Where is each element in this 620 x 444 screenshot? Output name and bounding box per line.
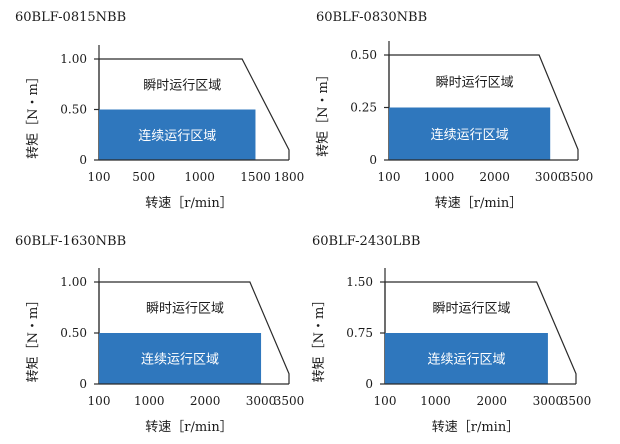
x-tick-label: 100 bbox=[374, 394, 397, 408]
continuous-region-label: 连续运行区域 bbox=[431, 127, 509, 143]
y-axis-label: 转矩［N・m］ bbox=[26, 294, 41, 383]
x-tick-label: 3000 bbox=[535, 170, 566, 184]
x-axis-label: 转速［r/min］ bbox=[432, 420, 519, 435]
y-tick-label: 0.50 bbox=[60, 103, 87, 117]
instantaneous-region-label: 瞬时运行区域 bbox=[146, 302, 224, 317]
chart-title: 60BLF-0815NBB bbox=[15, 10, 126, 25]
continuous-region-fill bbox=[99, 109, 256, 160]
y-axis-label: 转矩［N・m］ bbox=[312, 294, 327, 383]
x-tick-label: 3000 bbox=[533, 394, 564, 408]
continuous-region-fill bbox=[389, 107, 551, 160]
x-tick-label: 1000 bbox=[184, 170, 215, 184]
x-axis-label: 转速［r/min］ bbox=[145, 196, 232, 211]
y-tick-label: 0 bbox=[79, 153, 87, 167]
x-tick-label: 100 bbox=[88, 170, 111, 184]
x-tick-label: 1000 bbox=[420, 394, 451, 408]
x-tick-label: 1000 bbox=[424, 170, 455, 184]
continuous-region-label: 连续运行区域 bbox=[138, 128, 216, 144]
x-tick-label: 1500 bbox=[240, 170, 271, 184]
continuous-region-label: 连续运行区域 bbox=[141, 352, 219, 368]
x-tick-label: 100 bbox=[378, 170, 401, 184]
x-tick-label: 3500 bbox=[274, 394, 305, 408]
x-tick-label: 2000 bbox=[190, 394, 221, 408]
y-tick-label: 0 bbox=[365, 377, 373, 391]
y-tick-label: 1.00 bbox=[60, 275, 87, 289]
y-tick-label: 1.00 bbox=[60, 52, 87, 66]
y-tick-label: 0.75 bbox=[346, 326, 373, 340]
x-tick-label: 1800 bbox=[274, 170, 305, 184]
y-tick-label: 0.25 bbox=[350, 101, 377, 115]
x-tick-label: 3000 bbox=[246, 394, 277, 408]
instantaneous-region-outline bbox=[384, 281, 577, 384]
y-tick-label: 0 bbox=[79, 377, 87, 391]
instantaneous-region-label: 瞬时运行区域 bbox=[143, 78, 221, 93]
continuous-region-label: 连续运行区域 bbox=[427, 352, 505, 368]
instantaneous-region-outline bbox=[98, 281, 290, 384]
instantaneous-region-label: 瞬时运行区域 bbox=[436, 75, 514, 90]
x-axis-label: 转速［r/min］ bbox=[435, 196, 522, 211]
y-tick-label: 1.50 bbox=[346, 275, 373, 289]
chart-title: 60BLF-0830NBB bbox=[316, 10, 427, 25]
y-tick-label: 0 bbox=[369, 153, 377, 167]
instantaneous-region-label: 瞬时运行区域 bbox=[432, 302, 510, 317]
chart-title: 60BLF-2430LBB bbox=[312, 234, 420, 249]
x-axis-label: 转速［r/min］ bbox=[145, 420, 232, 435]
x-tick-label: 3500 bbox=[563, 170, 594, 184]
x-tick-label: 2000 bbox=[479, 170, 510, 184]
continuous-region-fill bbox=[99, 333, 262, 384]
y-axis-label: 转矩［N・m］ bbox=[26, 70, 41, 159]
instantaneous-region-outline bbox=[388, 54, 579, 160]
x-tick-label: 100 bbox=[88, 394, 111, 408]
instantaneous-region-outline bbox=[98, 58, 290, 160]
y-tick-label: 0.50 bbox=[350, 48, 377, 62]
x-tick-label: 3500 bbox=[561, 394, 592, 408]
y-axis-label: 转矩［N・m］ bbox=[316, 68, 331, 157]
chart-title: 60BLF-1630NBB bbox=[15, 234, 126, 249]
continuous-region-fill bbox=[385, 333, 548, 384]
x-tick-label: 2000 bbox=[476, 394, 507, 408]
y-tick-label: 0.50 bbox=[60, 326, 87, 340]
x-tick-label: 1000 bbox=[134, 394, 165, 408]
x-tick-label: 500 bbox=[132, 170, 155, 184]
